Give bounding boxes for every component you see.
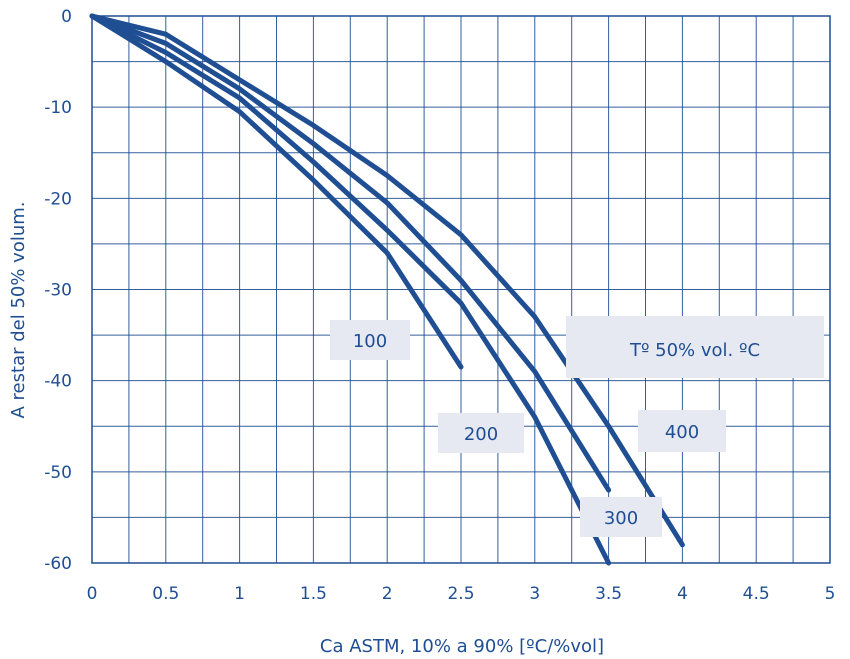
series-label-400: 400 <box>638 410 726 452</box>
chart-grid <box>91 15 831 564</box>
series-label-text: 400 <box>665 422 699 443</box>
x-tick-label: 0.5 <box>152 584 179 604</box>
series-label-box <box>580 497 662 537</box>
y-axis-title: A restar del 50% volum. <box>8 202 29 419</box>
series-line-300 <box>89 13 612 493</box>
series-line-200 <box>89 13 612 566</box>
series-label-100: 100 <box>330 320 410 360</box>
series-lines <box>89 13 685 566</box>
series-label-text: 200 <box>464 424 498 445</box>
x-tick-label: 1 <box>234 584 245 604</box>
x-axis-title: Ca ASTM, 10% a 90% [ºC/%vol] <box>320 636 604 657</box>
x-tick-label: 2 <box>382 584 393 604</box>
x-tick-label: 4 <box>677 584 688 604</box>
series-line-400 <box>89 13 685 548</box>
series-label-text: 300 <box>604 508 638 529</box>
series-label-200: 200 <box>438 413 524 453</box>
x-tick-label: 5 <box>825 584 836 604</box>
series-labels: 100 200 300 400 <box>330 320 726 537</box>
y-tick-label: -60 <box>44 554 72 574</box>
x-axis-ticks: 0 0.5 1 1.5 2 2.5 3 3.5 4 4.5 5 <box>87 584 836 604</box>
legend-title-box: Tº 50% vol. ºC <box>566 316 824 378</box>
x-tick-label: 0 <box>87 584 98 604</box>
series-line-100 <box>89 13 464 370</box>
y-tick-label: 0 <box>61 7 72 27</box>
y-tick-label: -50 <box>44 463 72 483</box>
y-tick-label: -20 <box>44 189 72 209</box>
series-label-box <box>638 410 726 452</box>
x-tick-label: 4.5 <box>743 584 770 604</box>
x-tick-label: 3 <box>529 584 540 604</box>
series-label-box <box>330 320 410 360</box>
legend-title: Tº 50% vol. ºC <box>629 340 760 361</box>
plot-frame <box>91 15 831 564</box>
series-label-box <box>438 413 524 453</box>
y-axis-ticks: 0 -10 -20 -30 -40 -50 -60 <box>44 7 72 574</box>
y-tick-label: -10 <box>44 98 72 118</box>
series-label-text: 100 <box>353 331 387 352</box>
x-tick-label: 1.5 <box>300 584 327 604</box>
y-tick-label: -40 <box>44 372 72 392</box>
series-label-300: 300 <box>580 497 662 537</box>
x-tick-label: 2.5 <box>447 584 474 604</box>
x-tick-label: 3.5 <box>595 584 622 604</box>
y-tick-label: -30 <box>44 281 72 301</box>
